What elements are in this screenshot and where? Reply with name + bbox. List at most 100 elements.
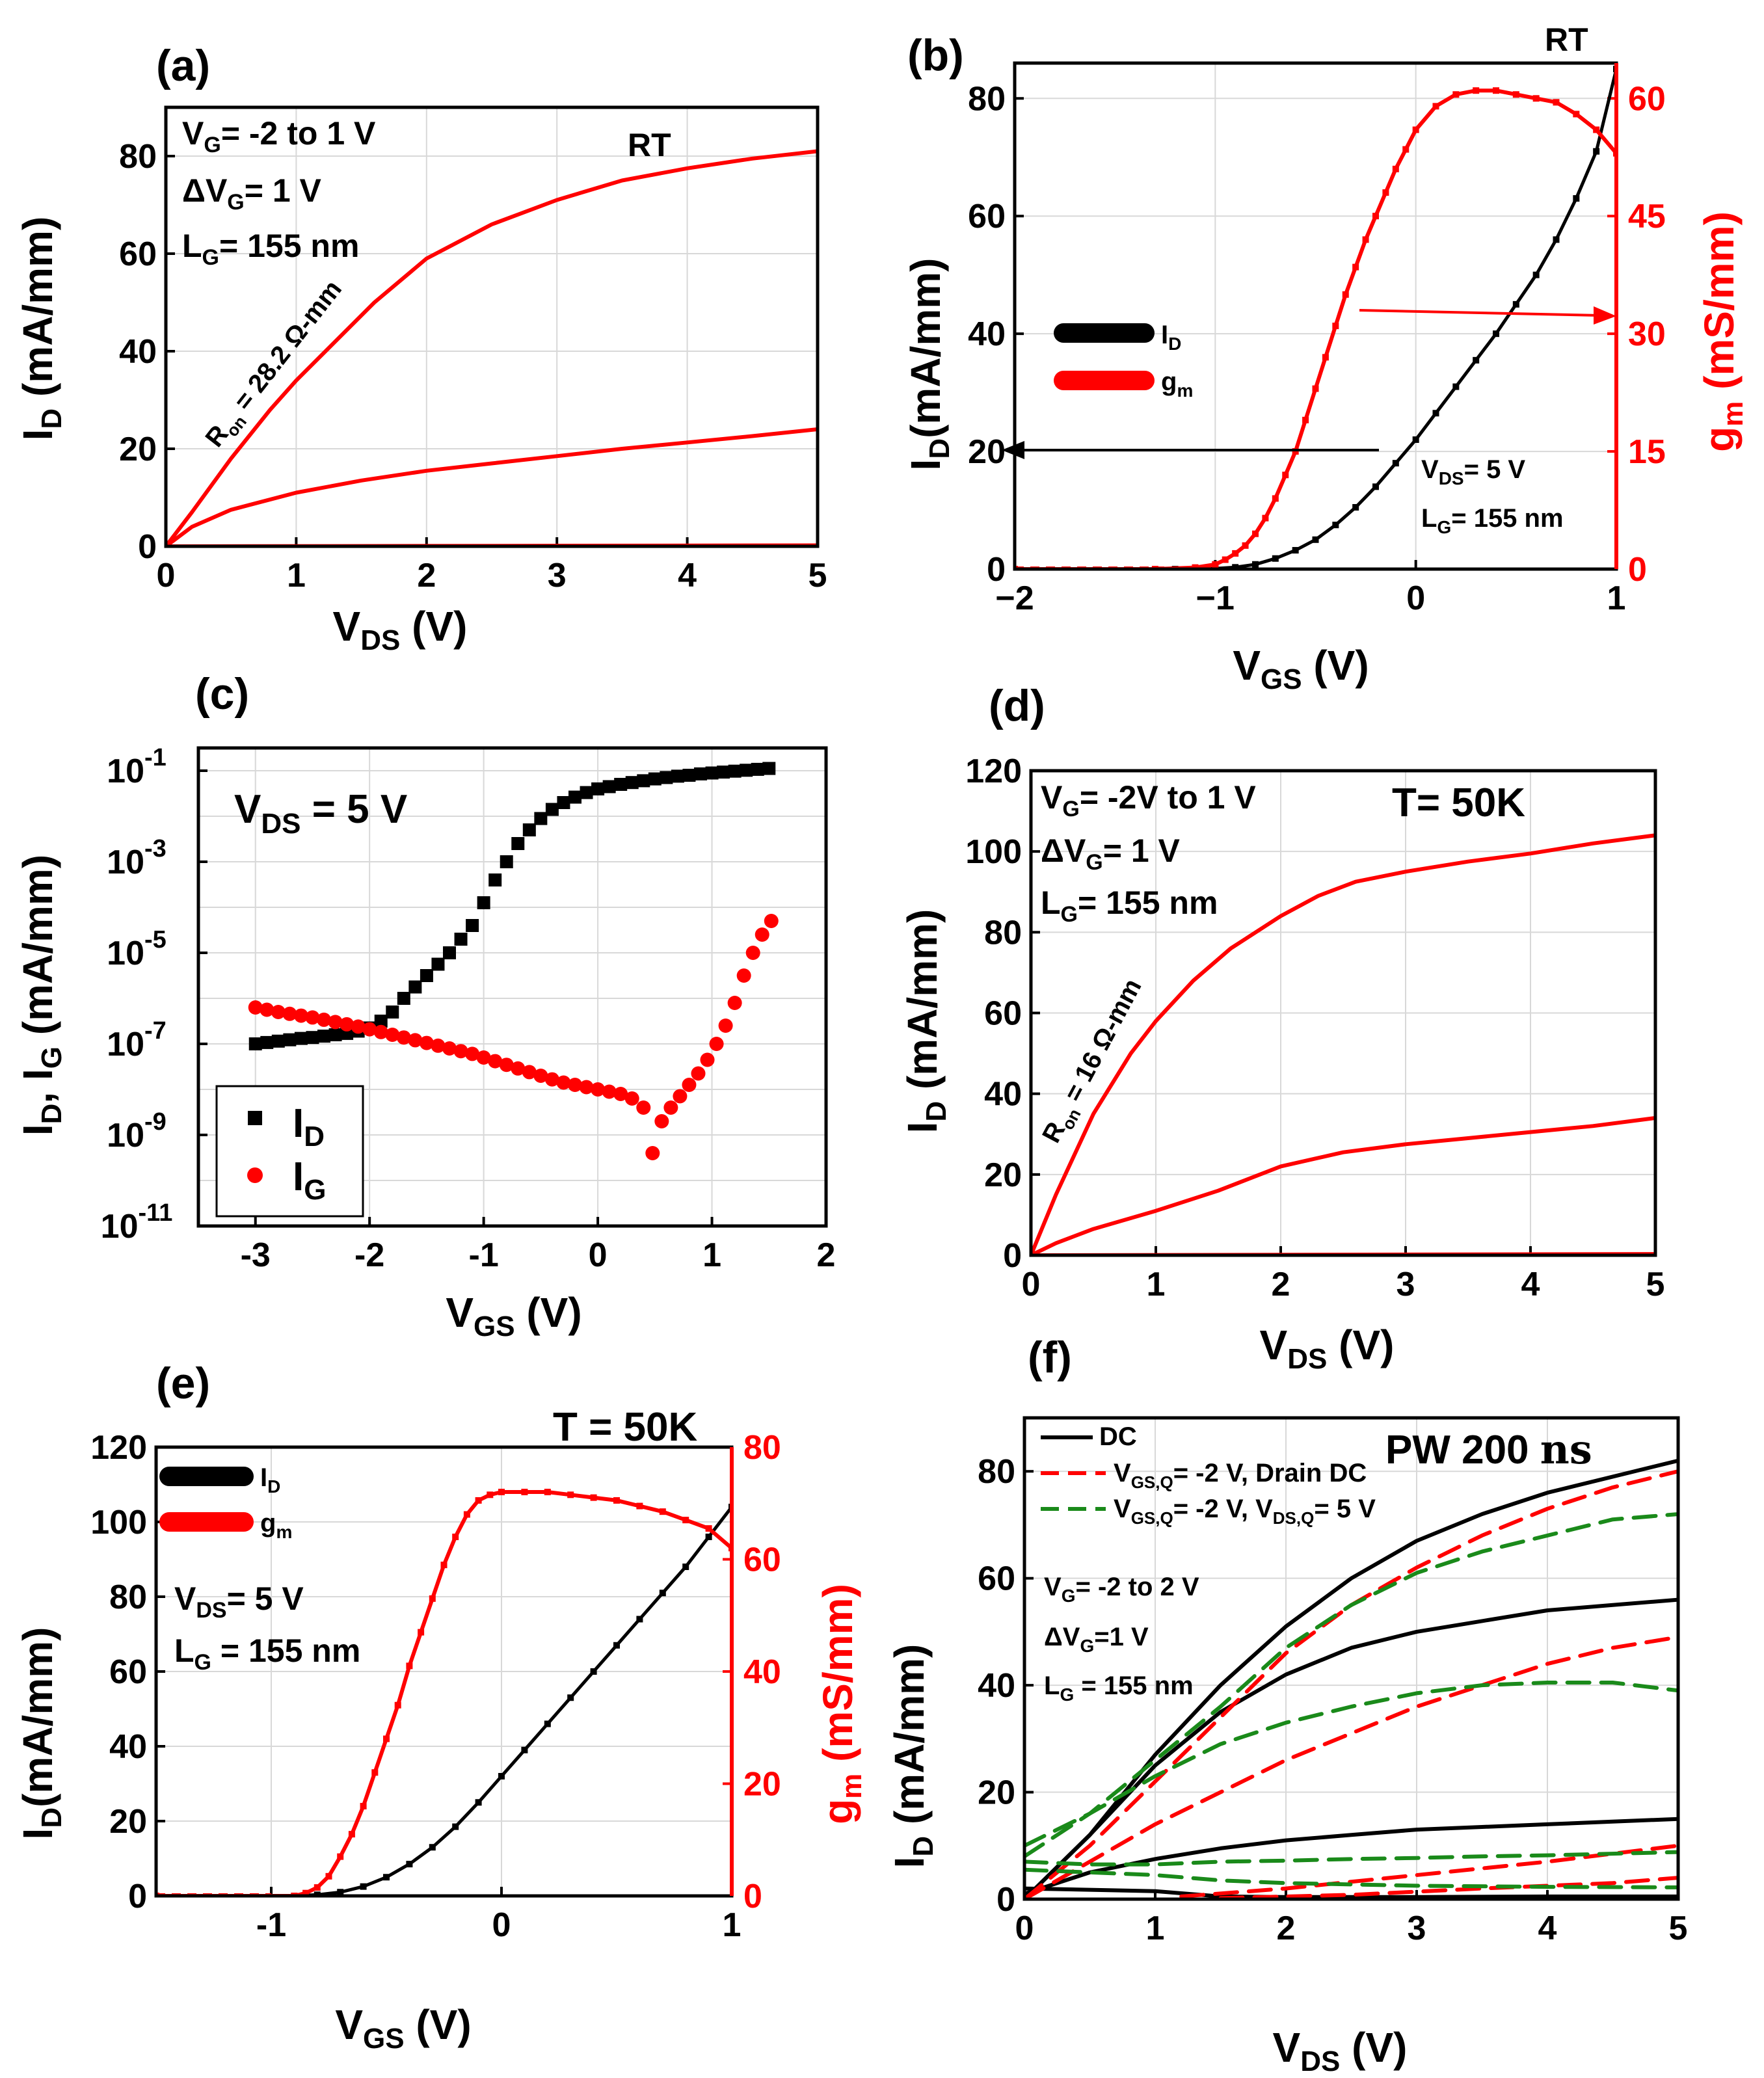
- data-point-c-i-g: [624, 1091, 639, 1106]
- legend-box-c: [215, 1085, 364, 1218]
- data-point-e-i-d: [337, 1889, 344, 1896]
- data-point-c-i-d: [717, 766, 730, 779]
- data-point-c-i-d: [522, 823, 536, 836]
- legend-e: ID gm: [159, 1463, 292, 1542]
- y-tick-label-d: 100: [965, 833, 1022, 871]
- legend-label-id-b: ID: [1161, 321, 1181, 354]
- data-point-c-i-d: [443, 946, 456, 959]
- y-tick-label-e: 120: [90, 1429, 147, 1467]
- data-point-b-g-m: [1272, 495, 1279, 502]
- arrow-to-right-axis-b: [1359, 306, 1616, 325]
- data-point-e-g-m: [487, 1491, 494, 1499]
- data-point-c-i-g: [636, 1100, 651, 1115]
- data-point-c-i-d: [728, 764, 742, 778]
- data-point-c-i-d: [545, 803, 559, 816]
- data-point-c-i-d: [671, 769, 684, 783]
- data-point-c-i-d: [637, 774, 650, 788]
- data-point-c-i-g: [568, 1078, 582, 1092]
- data-point-c-i-g: [351, 1019, 366, 1034]
- data-point-c-i-g: [764, 914, 779, 928]
- data-point-b-i-d: [1452, 383, 1460, 390]
- data-point-e-g-m: [406, 1662, 413, 1670]
- x-tick-label-a: 3: [548, 557, 567, 594]
- data-point-c-i-g: [408, 1033, 423, 1048]
- data-point-e-i-d: [498, 1773, 505, 1779]
- y-tick-label-b: 20: [968, 433, 1006, 471]
- data-point-c-i-g: [727, 996, 742, 1010]
- data-point-e-g-m: [440, 1562, 448, 1569]
- data-point-e-g-m: [613, 1497, 620, 1504]
- data-point-c-i-g: [465, 1046, 480, 1061]
- data-point-e-g-m: [302, 1889, 310, 1896]
- data-point-c-i-g: [673, 1089, 688, 1104]
- annotation-delta-vg-f: ΔVG=1 V: [1044, 1623, 1149, 1656]
- data-point-c-i-g: [579, 1080, 594, 1095]
- series-group-c: [248, 762, 779, 1160]
- data-point-b-g-m: [1412, 126, 1419, 133]
- data-point-c-i-g: [556, 1075, 571, 1090]
- panel-a: (a) 0 1 2 3 4 5 0 20 40 60 80 VDS (V) ID (mA/mm) V…: [14, 41, 827, 656]
- y-tick-label-c: 10-3: [107, 835, 167, 881]
- annotation-lg-a: LG= 155 nm: [182, 228, 359, 270]
- data-point-c-i-g: [453, 1044, 468, 1059]
- y-tick-label-e: 20: [109, 1803, 147, 1841]
- y-tick-label-c: 10-11: [101, 1199, 173, 1245]
- legend-label-gm-e: gm: [260, 1509, 292, 1542]
- data-point-c-i-g: [544, 1072, 559, 1087]
- data-point-e-i-d: [360, 1883, 367, 1890]
- data-point-c-i-g: [522, 1065, 537, 1080]
- panel-d: (d) 0 1 2 3 4 5 0 20 40 60 80 100 120 VDS (V) ID (mA…: [899, 681, 1664, 1375]
- y-right-tick-label-b: 15: [1628, 433, 1666, 471]
- data-point-c-i-d: [557, 796, 570, 809]
- series-line-b-i-d: [1015, 67, 1616, 569]
- legend-f: DC VGS,Q= -2 V, Drain DC VGS,Q= -2 V, VD…: [1041, 1422, 1376, 1528]
- x-tick-label-f: 1: [1146, 1910, 1165, 1947]
- data-point-b-i-d: [1312, 536, 1319, 543]
- data-point-c-i-d: [283, 1033, 297, 1046]
- data-point-c-i-d: [271, 1034, 285, 1048]
- data-point-b-g-m: [1392, 165, 1399, 172]
- data-point-b-g-m: [1212, 561, 1219, 568]
- y-tick-label-e: 0: [128, 1878, 147, 1915]
- data-point-e-i-d: [659, 1590, 666, 1597]
- data-point-c-i-g: [533, 1069, 548, 1083]
- data-point-e-g-m: [348, 1831, 355, 1838]
- y-tick-label-c: 10-9: [107, 1108, 167, 1154]
- annotation-vds-c: VDS = 5 V: [234, 787, 407, 840]
- data-point-c-i-d: [751, 762, 764, 776]
- series-line-f-dc-v-g-2: [1024, 1458, 1678, 1899]
- x-tick-label-b: −2: [995, 579, 1034, 617]
- data-point-c-i-d: [625, 776, 639, 790]
- data-point-e-g-m: [463, 1511, 470, 1518]
- data-point-c-i-d: [602, 780, 616, 793]
- data-point-b-i-d: [1372, 483, 1379, 490]
- data-point-c-i-d: [397, 992, 410, 1005]
- data-point-b-i-d: [1272, 555, 1279, 562]
- data-point-c-i-d: [328, 1028, 342, 1041]
- y-right-tick-label-e: 60: [743, 1541, 781, 1579]
- panel-label-b: (b): [907, 31, 964, 80]
- data-point-e-g-m: [659, 1508, 666, 1515]
- data-point-e-i-d: [567, 1694, 574, 1701]
- data-point-b-i-d: [1532, 271, 1540, 278]
- data-point-b-i-d: [1512, 300, 1519, 308]
- data-point-e-g-m: [418, 1629, 425, 1636]
- annotation-temp-d: T= 50K: [1392, 780, 1525, 825]
- data-point-b-i-d: [1432, 410, 1439, 417]
- y-axis-label-d: ID (mA/mm): [899, 909, 952, 1134]
- data-point-c-i-d: [511, 837, 525, 850]
- data-point-c-i-d: [580, 786, 593, 799]
- plot-frame-a: [164, 105, 820, 548]
- data-point-e-i-d: [682, 1564, 689, 1570]
- y-right-axis-label-b: gm (mS/mm): [1696, 211, 1749, 452]
- data-point-b-i-d: [1473, 356, 1480, 364]
- legend-label-id-e: ID: [260, 1463, 280, 1497]
- data-point-c-i-g: [305, 1010, 320, 1025]
- y-tick-label-a: 20: [119, 431, 157, 468]
- data-point-e-g-m: [521, 1489, 528, 1495]
- series-line-d-v-g-0-v: [1031, 1115, 1655, 1255]
- data-point-b-g-m: [1262, 514, 1269, 522]
- data-point-b-g-m: [1292, 448, 1299, 455]
- data-point-c-i-d: [591, 782, 605, 795]
